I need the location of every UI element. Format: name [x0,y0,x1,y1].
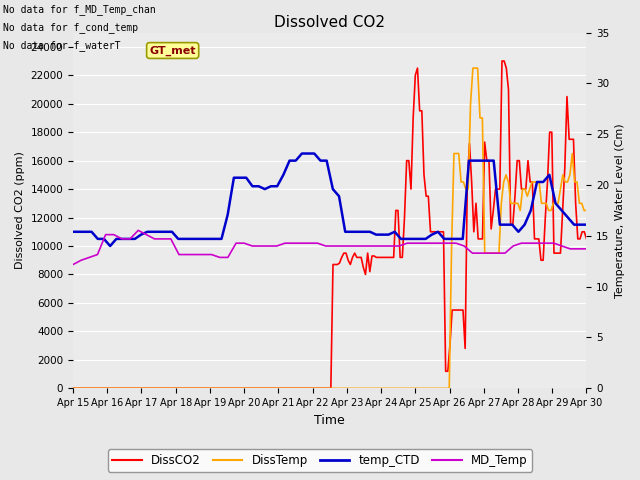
MD_Temp [403,240,411,246]
temp_CTD [471,158,479,164]
X-axis label: Time: Time [314,414,345,427]
DissCO2 [121,385,129,391]
temp_CTD [310,151,318,156]
Line: MD_Temp: MD_Temp [73,230,586,264]
temp_CTD [100,236,108,242]
Line: DissTemp: DissTemp [73,68,586,388]
DissTemp [252,385,259,391]
temp_CTD [582,222,590,228]
DissCO2 [498,58,506,64]
DissCO2 [277,385,285,391]
MD_Temp [582,246,590,252]
MD_Temp [143,232,150,238]
DissTemp [535,179,543,185]
temp_CTD [496,222,504,228]
DissTemp [433,385,441,391]
temp_CTD [335,193,343,199]
DissCO2 [513,158,521,164]
DissTemp [282,385,290,391]
Title: Dissolved CO2: Dissolved CO2 [275,15,385,30]
MD_Temp [330,243,338,249]
temp_CTD [76,229,83,235]
MD_Temp [289,240,297,246]
temp_CTD [106,243,114,249]
DissTemp [136,385,143,391]
DissCO2 [470,229,477,235]
temp_CTD [69,229,77,235]
temp_CTD [298,151,306,156]
Text: No data for f_waterT: No data for f_waterT [3,40,121,51]
MD_Temp [134,228,142,233]
Line: temp_CTD: temp_CTD [73,154,586,246]
Y-axis label: Temperature, Water Level (Cm): Temperature, Water Level (Cm) [615,123,625,298]
DissTemp [183,385,191,391]
DissTemp [582,207,590,213]
Text: No data for f_cond_temp: No data for f_cond_temp [3,22,138,33]
Line: DissCO2: DissCO2 [73,61,586,388]
DissCO2 [424,193,432,199]
DissCO2 [69,385,77,391]
Text: GT_met: GT_met [149,46,196,56]
MD_Temp [69,262,77,267]
DissCO2 [582,236,590,242]
Text: No data for f_MD_Temp_chan: No data for f_MD_Temp_chan [3,4,156,15]
DissTemp [469,65,477,71]
DissCO2 [312,385,319,391]
Legend: DissCO2, DissTemp, temp_CTD, MD_Temp: DissCO2, DissTemp, temp_CTD, MD_Temp [108,449,532,472]
MD_Temp [363,243,371,249]
MD_Temp [412,240,419,246]
Y-axis label: Dissolved CO2 (ppm): Dissolved CO2 (ppm) [15,152,25,269]
DissTemp [69,385,77,391]
